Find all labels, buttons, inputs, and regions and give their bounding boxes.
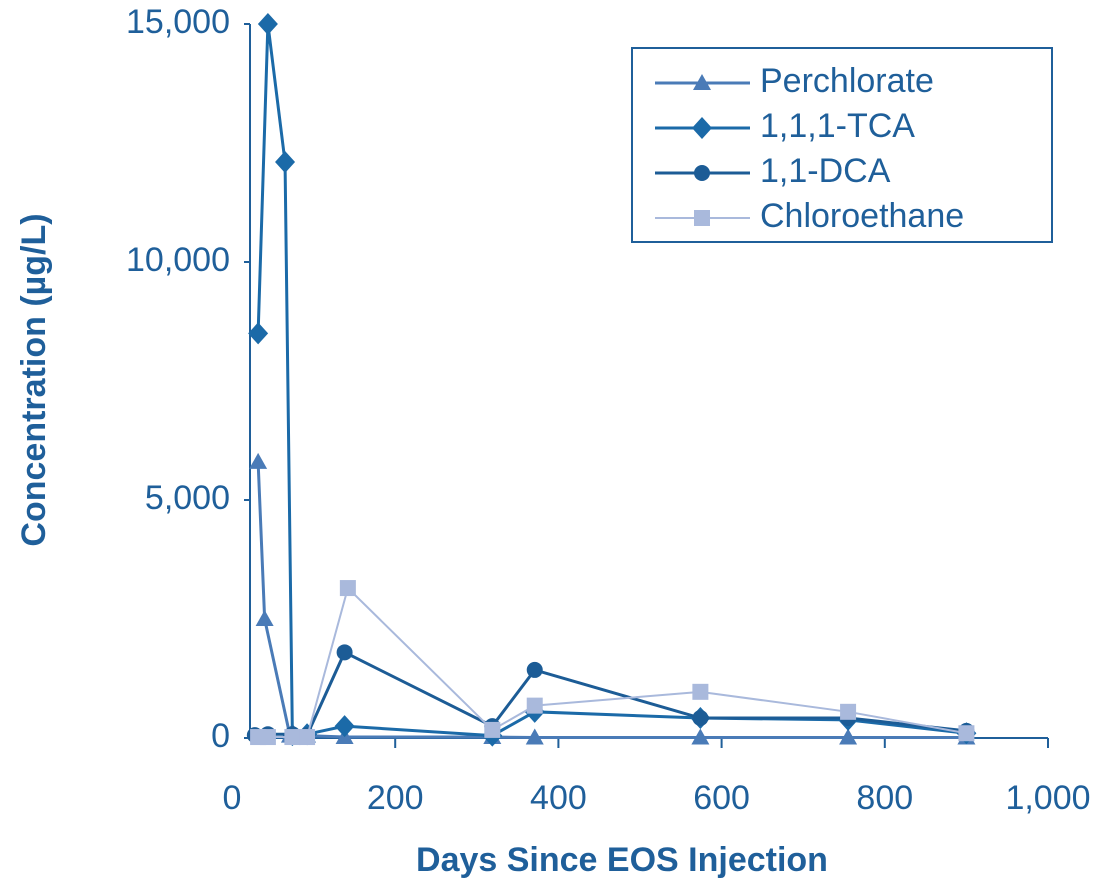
y-tick-label: 5,000 [145, 479, 230, 517]
marker [275, 151, 296, 174]
legend-label: 1,1-DCA [760, 152, 891, 190]
marker [692, 710, 709, 727]
x-axis-label: Days Since EOS Injection [416, 841, 828, 879]
marker [691, 728, 710, 745]
marker [336, 644, 353, 661]
legend-marker [693, 74, 711, 90]
x-tick-label: 800 [856, 779, 913, 817]
x-tick-label: 600 [693, 779, 750, 817]
marker [840, 703, 857, 720]
legend-marker [694, 165, 710, 181]
marker [958, 725, 975, 742]
marker [526, 661, 543, 678]
x-tick-label: 400 [530, 779, 587, 817]
marker [259, 729, 276, 746]
marker [255, 610, 274, 626]
legend-label: 1,1,1-TCA [760, 107, 915, 145]
legend-label: Perchlorate [760, 62, 934, 100]
marker [339, 580, 356, 597]
marker [525, 728, 544, 745]
series-line [256, 461, 967, 740]
marker [249, 452, 268, 469]
marker [526, 697, 543, 714]
legend-marker [694, 210, 710, 226]
marker [257, 13, 278, 35]
marker [248, 322, 269, 345]
x-tick-label: 200 [367, 779, 424, 817]
marker [334, 715, 355, 738]
y-tick-label: 0 [211, 717, 230, 755]
marker [692, 683, 709, 700]
marker [484, 721, 501, 738]
marker [839, 728, 858, 745]
y-tick-label: 15,000 [126, 3, 230, 41]
x-tick-label: 1,000 [1005, 779, 1090, 817]
series-line [258, 586, 967, 739]
marker [284, 729, 301, 746]
y-tick-label: 10,000 [126, 241, 230, 279]
legend-marker [692, 117, 712, 139]
legend-label: Chloroethane [760, 197, 964, 235]
marker [299, 729, 316, 746]
x-tick-label: 0 [223, 779, 242, 817]
series-line [254, 650, 967, 737]
y-axis-label: Concentration (µg/L) [15, 213, 53, 546]
